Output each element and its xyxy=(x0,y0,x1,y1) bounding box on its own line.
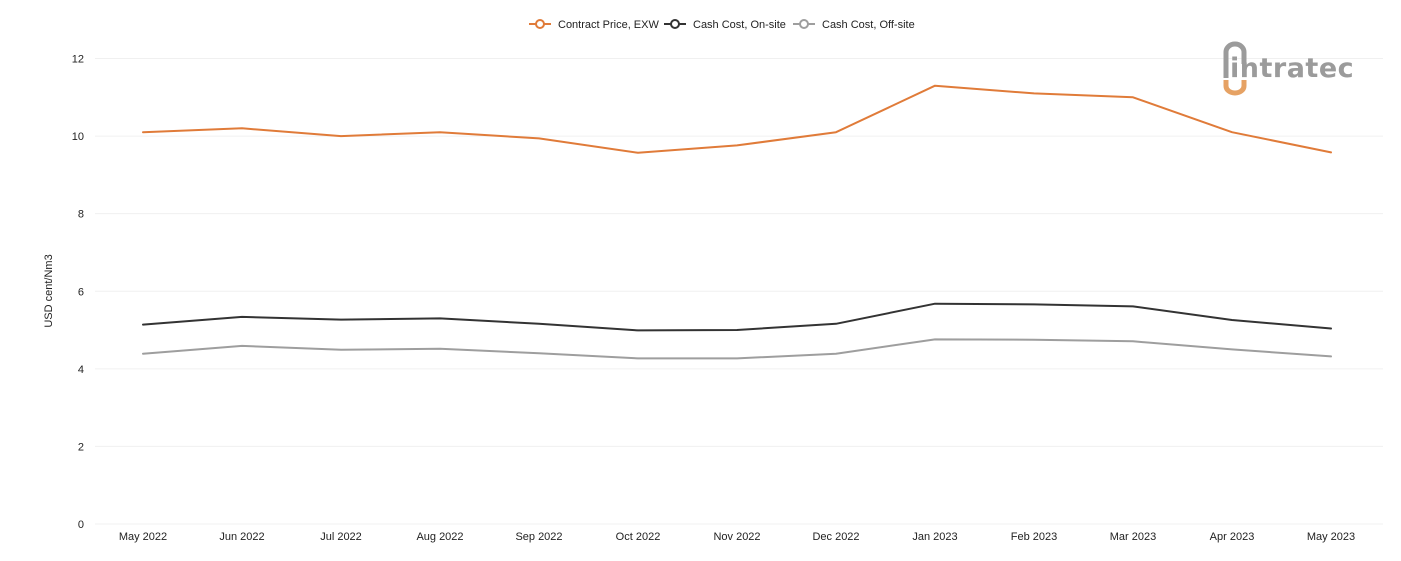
y-tick-label: 12 xyxy=(72,54,84,66)
legend-item-1: Cash Cost, On-site xyxy=(664,19,786,31)
y-tick-label: 2 xyxy=(78,441,84,453)
x-tick-label: Feb 2023 xyxy=(1011,531,1057,543)
legend-label: Cash Cost, Off-site xyxy=(822,19,915,31)
legend-item-2: Cash Cost, Off-site xyxy=(793,19,915,31)
legend-marker xyxy=(535,19,545,29)
x-tick-label: Nov 2022 xyxy=(713,531,760,543)
y-tick-label: 6 xyxy=(78,286,84,298)
legend-item-0: Contract Price, EXW xyxy=(529,19,659,31)
x-axis-ticks: May 2022 Jun 2022 Jul 2022 Aug 2022 Sep 2022… xyxy=(119,531,1355,543)
logo-wordmark: intratec xyxy=(1230,53,1354,84)
y-tick-label: 10 xyxy=(72,131,84,143)
x-tick-label: Oct 2022 xyxy=(616,531,661,543)
x-tick-label: Jun 2022 xyxy=(219,531,264,543)
y-tick-label: 8 xyxy=(78,209,84,221)
x-tick-label: Aug 2022 xyxy=(416,531,463,543)
logo-mark-arc xyxy=(1223,41,1247,64)
x-tick-label: Mar 2023 xyxy=(1110,531,1156,543)
y-axis-ticks: 0 2 4 6 8 10 12 xyxy=(72,54,84,532)
x-tick-label: Jan 2023 xyxy=(912,531,957,543)
x-tick-label: Sep 2022 xyxy=(515,531,562,543)
x-tick-label: May 2023 xyxy=(1307,531,1355,543)
x-tick-label: Dec 2022 xyxy=(812,531,859,543)
y-tick-label: 4 xyxy=(78,364,84,376)
legend-marker xyxy=(670,19,680,29)
x-tick-label: May 2022 xyxy=(119,531,167,543)
series-lines xyxy=(142,84,1332,360)
x-tick-label: Apr 2023 xyxy=(1210,531,1255,543)
intratec-logo: intratec xyxy=(1223,41,1354,96)
series-line-2 xyxy=(142,338,1332,360)
x-tick-label: Jul 2022 xyxy=(320,531,362,543)
series-line-1 xyxy=(142,302,1332,332)
y-tick-label: 0 xyxy=(78,519,84,531)
logo-mark-dot xyxy=(1223,60,1229,78)
legend-marker xyxy=(799,19,809,29)
legend: Contract Price, EXW Cash Cost, On-site Cas… xyxy=(529,19,915,31)
series-line-0 xyxy=(142,84,1332,154)
logo-mark-hook xyxy=(1223,80,1247,96)
y-axis-title: USD cent/Nm3 xyxy=(43,254,55,327)
legend-label: Cash Cost, On-site xyxy=(693,19,786,31)
grid-lines xyxy=(95,58,1383,525)
legend-label: Contract Price, EXW xyxy=(558,19,659,31)
